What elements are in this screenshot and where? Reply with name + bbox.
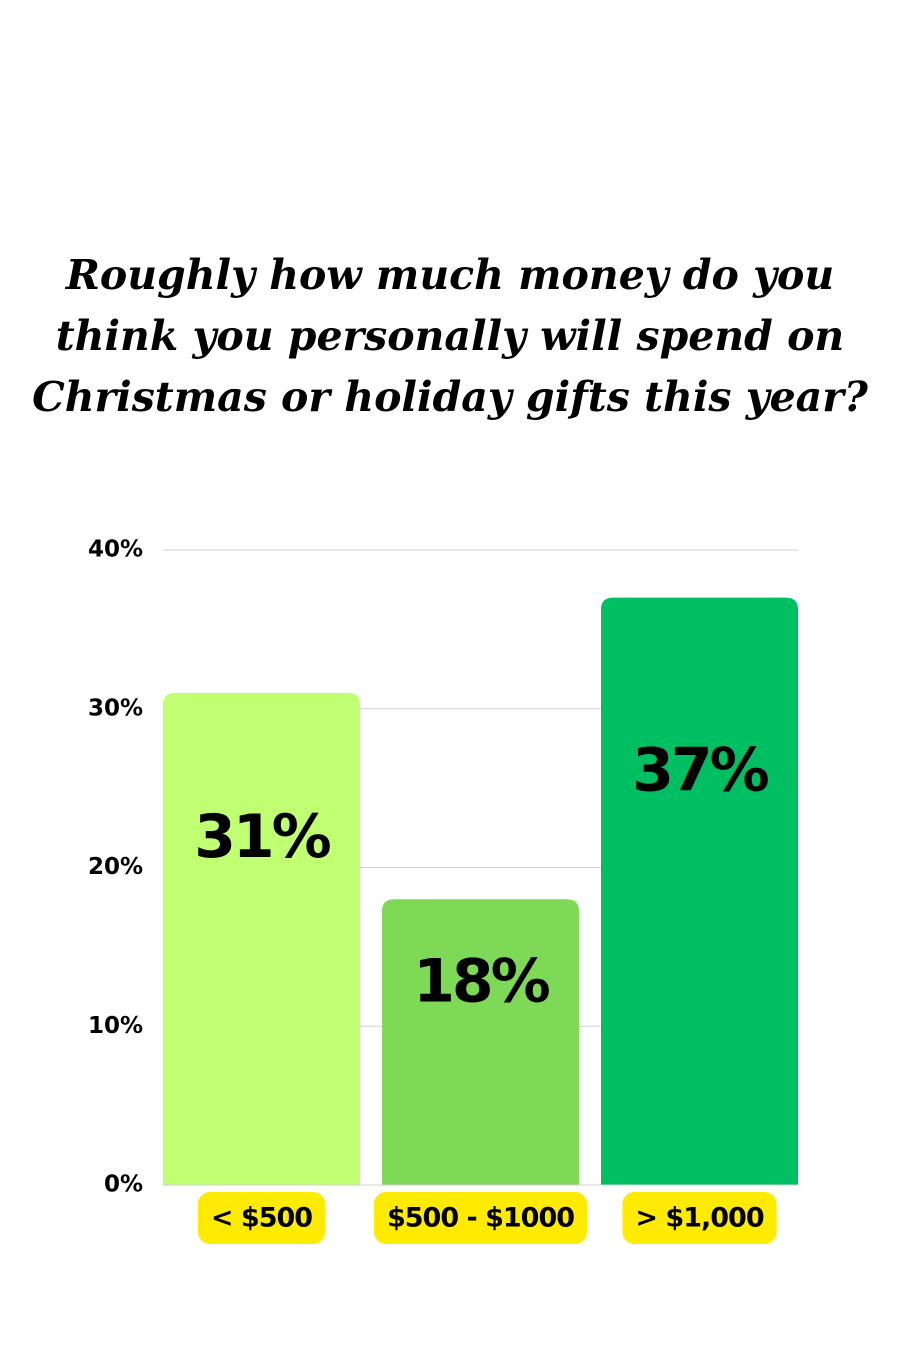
bar [601,597,798,1185]
value-label: 31% [194,802,330,872]
category-label-box [622,1192,777,1244]
value-label: 18% [413,947,549,1017]
y-tick-label: 10% [88,1013,143,1039]
category-label-box [373,1192,588,1244]
x-tick-label: $500 - $1000 [387,1203,574,1234]
y-tick-label: 20% [88,854,143,880]
x-tick-label: > $1,000 [635,1203,763,1234]
bar [382,899,579,1185]
category-label-box [197,1192,326,1244]
y-tick-label: 0% [104,1172,143,1198]
y-tick-label: 40% [88,537,143,563]
y-tick-label: 30% [88,695,143,721]
value-label: 37% [632,735,768,805]
bar [163,692,360,1185]
x-tick-label: < $500 [211,1203,312,1234]
chart-title: Roughly how much money do you think you … [32,251,868,421]
